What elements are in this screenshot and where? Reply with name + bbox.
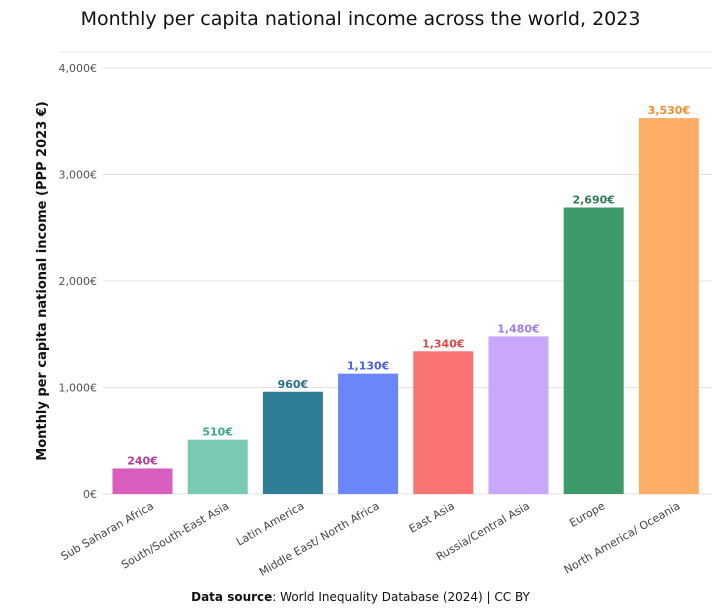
x-tick-label: Europe [567,499,607,530]
bar [413,351,474,494]
bar [638,118,699,495]
y-tick-label: 4,000€ [59,62,98,75]
x-tick-label: Middle East/ North Africa [257,499,382,578]
data-source-text: : World Inequality Database (2024) | CC … [272,590,530,604]
x-tick-label: East Asia [407,499,457,535]
data-source-label: Data source [191,590,273,604]
data-label: 2,690€ [572,194,614,207]
data-label: 1,130€ [347,360,389,373]
bar [112,468,173,494]
bar-chart: 0€ 1,000€ 2,000€ 3,000€ 4,000€ Monthly per ca… [35,51,712,579]
bar [338,373,399,494]
data-label: 960€ [278,378,309,391]
data-label: 1,340€ [422,337,464,350]
data-label: 510€ [202,426,233,439]
x-tick-label: Latin America [234,499,306,548]
bar [488,336,549,494]
bar [187,439,248,494]
bar [563,207,624,494]
data-label: 1,480€ [497,322,539,335]
y-axis-title: Monthly per capita national income (PPP … [35,101,50,460]
bar [262,391,323,494]
y-tick-label: 0€ [83,488,97,501]
y-tick-label: 2,000€ [59,275,98,288]
y-tick-label: 1,000€ [59,382,98,395]
data-source-note: Data source: World Inequality Database (… [0,590,721,604]
chart-title: Monthly per capita national income acros… [80,8,641,30]
data-label: 240€ [127,454,158,467]
y-tick-label: 3,000€ [59,169,98,182]
data-label: 3,530€ [648,104,690,117]
